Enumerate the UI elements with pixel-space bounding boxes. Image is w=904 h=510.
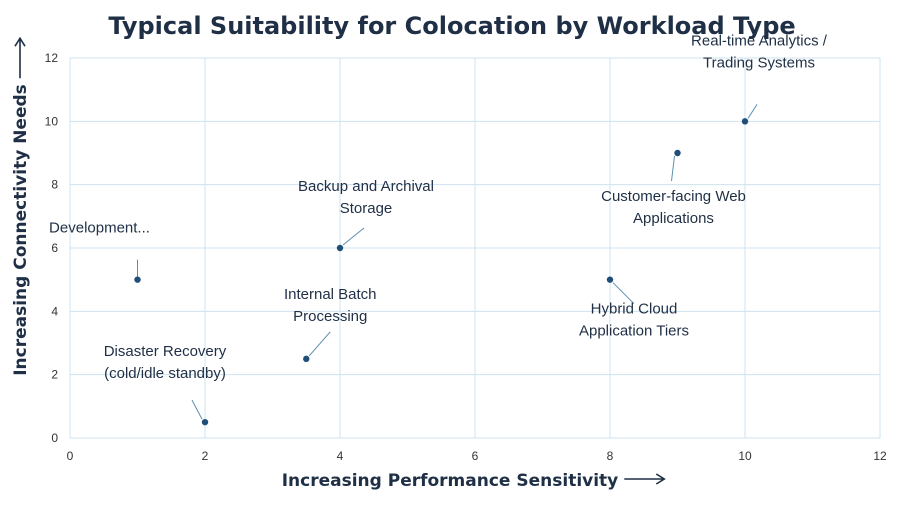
x-tick-label: 10: [738, 449, 752, 463]
x-tick-label: 2: [202, 449, 209, 463]
point-layer: [134, 118, 749, 426]
y-tick-label: 8: [51, 178, 58, 192]
y-tick-label: 10: [45, 114, 59, 128]
point-label: Backup and Archival Storage: [298, 178, 434, 217]
data-point: [674, 149, 681, 157]
point-label-line: Customer-facing Web: [601, 188, 746, 205]
x-axis-arrow-icon: [624, 473, 666, 485]
point-label-line: Processing: [293, 308, 367, 325]
y-tick-label: 6: [51, 241, 58, 255]
point-label-line: Trading Systems: [703, 54, 815, 71]
y-tick-label: 2: [51, 368, 58, 382]
point-label: Customer-facing Web Applications: [601, 188, 746, 227]
x-tick-label: 0: [67, 449, 74, 463]
point-label: Disaster Recovery (cold/idle standby): [104, 343, 227, 382]
point-label-line: Hybrid Cloud: [591, 301, 678, 318]
plot-frame: [69, 57, 881, 439]
point-label: Hybrid Cloud Application Tiers: [579, 301, 689, 340]
data-point: [336, 244, 344, 252]
point-label-line: Storage: [340, 200, 393, 217]
y-axis-arrow-icon: [14, 36, 26, 79]
point-label: Real-time Analytics / Trading Systems: [691, 32, 828, 71]
x-axis-title-group: Increasing Performance Sensitivity: [282, 471, 666, 491]
data-point: [741, 118, 749, 125]
leader-line: [308, 331, 331, 357]
point-label-line: Internal Batch: [284, 286, 377, 303]
tick-layer: 0 2 4 6 8 10 12 0 2 4 6 8 10 12: [45, 51, 887, 463]
point-label: Development...: [49, 220, 150, 237]
y-tick-label: 4: [51, 304, 58, 318]
data-point: [201, 418, 209, 426]
leader-line: [612, 282, 635, 305]
data-point: [303, 355, 310, 363]
y-axis-title-group: Increasing Connectivity Needs: [11, 36, 31, 376]
x-tick-label: 8: [607, 449, 614, 463]
point-label-line: Real-time Analytics /: [691, 32, 828, 49]
leader-line: [671, 155, 675, 182]
point-label-line: Application Tiers: [579, 323, 689, 340]
y-axis-title: Increasing Connectivity Needs: [11, 84, 31, 376]
x-axis-title: Increasing Performance Sensitivity: [282, 471, 619, 491]
point-label-line: Disaster Recovery: [104, 343, 227, 360]
point-label-line: (cold/idle standby): [104, 365, 226, 382]
y-tick-label: 0: [51, 431, 58, 445]
leader-line: [191, 399, 203, 420]
data-point: [134, 276, 141, 283]
data-point: [606, 276, 614, 283]
x-tick-label: 4: [337, 449, 344, 463]
label-layer: Development... Disaster Recovery (cold/idl…: [49, 32, 828, 382]
x-tick-label: 12: [873, 449, 887, 463]
point-label-line: Development...: [49, 220, 150, 237]
leader-layer: [137, 104, 758, 420]
point-label-line: Backup and Archival: [298, 178, 434, 195]
point-label-line: Applications: [633, 210, 714, 227]
y-tick-label: 12: [45, 51, 59, 65]
chart-title: Typical Suitability for Colocation by Wo…: [108, 12, 795, 40]
x-tick-label: 6: [472, 449, 479, 463]
leader-line: [342, 227, 365, 246]
point-label: Internal Batch Processing: [284, 286, 377, 325]
leader-line: [747, 104, 758, 119]
